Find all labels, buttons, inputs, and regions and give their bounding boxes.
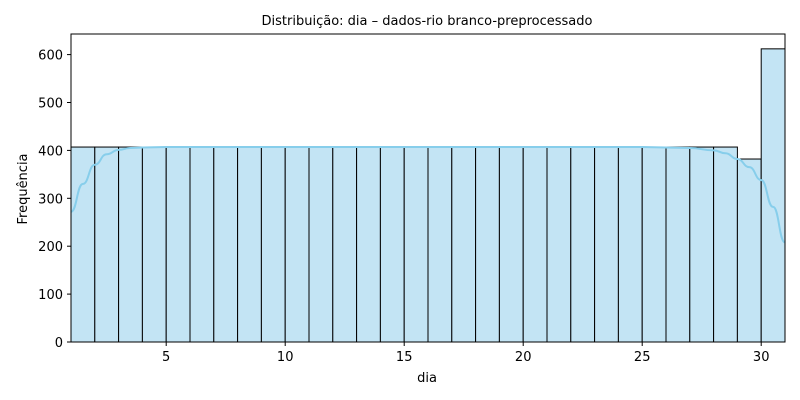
histogram-bar bbox=[760, 48, 786, 343]
y-tick-label: 500 bbox=[38, 96, 63, 111]
histogram-bar bbox=[141, 146, 167, 343]
y-tick-label: 0 bbox=[55, 336, 63, 351]
histogram-bar bbox=[617, 146, 643, 343]
histogram-bar bbox=[165, 146, 191, 343]
histogram-bar bbox=[379, 146, 405, 343]
histogram-bar bbox=[118, 146, 143, 343]
histogram-bar bbox=[665, 146, 691, 343]
x-tick-label: 15 bbox=[396, 350, 413, 365]
y-tick-label: 600 bbox=[38, 49, 63, 64]
histogram-bar bbox=[689, 146, 715, 343]
histogram-bar bbox=[736, 158, 762, 343]
plot-frame bbox=[70, 33, 786, 343]
y-tick-label: 100 bbox=[38, 288, 63, 303]
x-axis-label: dia bbox=[417, 371, 437, 386]
y-axis: 0 100 200 300 400 500 600 bbox=[38, 49, 71, 351]
histogram-bar bbox=[70, 146, 96, 343]
histogram-bar bbox=[356, 146, 381, 343]
y-tick-label: 300 bbox=[38, 192, 63, 207]
x-tick-label: 20 bbox=[515, 350, 532, 365]
histogram-bar bbox=[522, 146, 548, 343]
chart-title: Distribuição: dia – dados-rio branco-pre… bbox=[262, 14, 593, 29]
histogram-bar bbox=[332, 146, 358, 343]
histogram-bar bbox=[260, 146, 286, 343]
histogram-bar bbox=[284, 146, 310, 343]
histogram-bar bbox=[475, 146, 500, 343]
y-tick-label: 200 bbox=[38, 240, 63, 255]
histogram-bar bbox=[94, 146, 120, 343]
histogram-bar bbox=[594, 146, 619, 343]
x-tick-label: 5 bbox=[162, 350, 170, 365]
bar-group bbox=[70, 48, 786, 343]
histogram-bar bbox=[427, 146, 453, 343]
x-tick-label: 30 bbox=[753, 350, 770, 365]
kde-curve bbox=[70, 146, 786, 244]
histogram-bar bbox=[570, 146, 596, 343]
histogram-bar bbox=[213, 146, 239, 343]
x-tick-label: 25 bbox=[634, 350, 651, 365]
histogram-bar bbox=[451, 146, 477, 343]
histogram-bar bbox=[189, 146, 215, 343]
histogram-bar bbox=[308, 146, 334, 343]
histogram-bar bbox=[498, 146, 524, 343]
histogram-bar bbox=[713, 146, 738, 343]
histogram-bar bbox=[546, 146, 572, 343]
y-tick-label: 400 bbox=[38, 144, 63, 159]
histogram-bar bbox=[641, 146, 667, 343]
x-tick-label: 10 bbox=[277, 350, 294, 365]
histogram-bar bbox=[237, 146, 262, 343]
x-axis: 5 10 15 20 25 30 bbox=[162, 342, 769, 365]
y-axis-label: Frequência bbox=[16, 153, 31, 224]
histogram-bar bbox=[403, 146, 429, 343]
